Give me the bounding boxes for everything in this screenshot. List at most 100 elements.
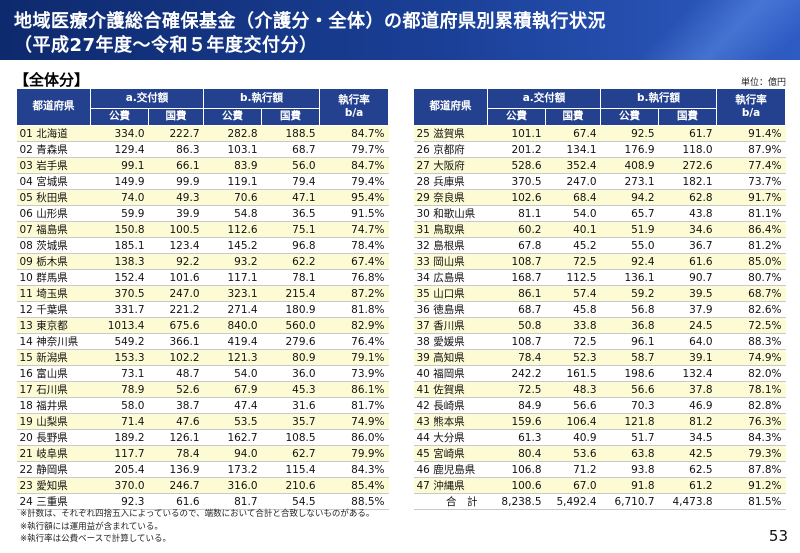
header-rate-line2: b/a [741,107,761,119]
grant-public-cell: 86.1 [487,285,546,302]
table-row: 44 大分県 61.3 40.9 51.7 34.5 84.3% [413,429,786,446]
grant-national-cell: 53.6 [545,445,601,462]
grant-public-cell: 528.6 [487,157,546,174]
header-grant-national: 国費 [544,108,602,126]
header-executed-public: 公費 [203,108,263,126]
prefecture-cell: 41 佐賀県 [413,381,488,398]
grant-public-cell: 129.4 [90,141,149,158]
table-row: 04 宮城県 149.9 99.9 119.1 79.4 79.4% [16,173,389,190]
executed-national-cell: 64.0 [658,333,717,350]
executed-national-cell: 36.5 [261,205,320,222]
executed-public-cell: 121.8 [600,413,659,430]
grant-national-cell: 52.6 [148,381,204,398]
prefecture-cell: 03 岩手県 [16,157,91,174]
grant-national-cell: 101.6 [148,269,204,286]
table-row: 20 長野県 189.2 126.1 162.7 108.5 86.0% [16,429,389,446]
grant-national-cell: 102.2 [148,349,204,366]
grant-national-cell: 33.8 [545,317,601,334]
prefecture-cell: 12 千葉県 [16,301,91,318]
grant-public-cell: 73.1 [90,365,149,382]
grant-national-cell: 92.2 [148,253,204,270]
executed-national-cell: 188.5 [261,125,320,142]
footnotes: ※計数は、それぞれ四捨五入によっているので、端数において合計と合致しないものがあ… [20,508,374,546]
executed-public-cell: 323.1 [203,285,262,302]
header-executed-public: 公費 [600,108,660,126]
table-row: 01 北海道 334.0 222.7 282.8 188.5 84.7% [16,125,389,142]
table-row: 23 愛知県 370.0 246.7 316.0 210.6 85.4% [16,477,389,494]
grant-national-cell: 134.1 [545,141,601,158]
table-row: 14 神奈川県 549.2 366.1 419.4 279.6 76.4% [16,333,389,350]
table-row: 27 大阪府 528.6 352.4 408.9 272.6 77.4% [413,157,786,174]
executed-national-cell: 45.3 [261,381,320,398]
table-row: 36 徳島県 68.7 45.8 56.8 37.9 82.6% [413,301,786,318]
table-row: 41 佐賀県 72.5 48.3 56.6 37.8 78.1% [413,381,786,398]
grant-national-cell: 222.7 [148,125,204,142]
grant-national-cell: 106.4 [545,413,601,430]
table-row: 21 岐阜県 117.7 78.4 94.0 62.7 79.9% [16,445,389,462]
executed-public-cell: 67.9 [203,381,262,398]
table-row: 19 山梨県 71.4 47.6 53.5 35.7 74.9% [16,413,389,430]
grant-public-cell: 59.9 [90,205,149,222]
executed-public-cell: 59.2 [600,285,659,302]
prefecture-cell: 34 広島県 [413,269,488,286]
executed-public-cell: 65.7 [600,205,659,222]
rate-cell: 82.0% [716,365,786,382]
prefecture-table-right: 都道府県 a.交付額 b.執行額 執行率 b/a 公費 国費 公費 国費 25 … [413,88,787,510]
prefecture-cell: 26 京都府 [413,141,488,158]
grant-public-cell: 71.4 [90,413,149,430]
rate-cell: 86.4% [716,221,786,238]
grant-public-cell: 50.8 [487,317,546,334]
rate-cell: 84.3% [716,429,786,446]
grant-national-cell: 48.3 [545,381,601,398]
grant-national-cell: 366.1 [148,333,204,350]
executed-national-cell: 96.8 [261,237,320,254]
prefecture-cell: 38 愛媛県 [413,333,488,350]
executed-public-cell: 136.1 [600,269,659,286]
table-row: 08 茨城県 185.1 123.4 145.2 96.8 78.4% [16,237,389,254]
grant-public-cell: 74.0 [90,189,149,206]
prefecture-cell: 07 福島県 [16,221,91,238]
executed-public-cell: 53.5 [203,413,262,430]
prefecture-cell: 06 山形県 [16,205,91,222]
prefecture-cell: 47 沖縄県 [413,477,488,494]
grant-public-cell: 549.2 [90,333,149,350]
executed-public-cell: 282.8 [203,125,262,142]
section-label: 【全体分】 [14,71,90,89]
prefecture-cell: 31 鳥取県 [413,221,488,238]
table-row: 28 兵庫県 370.5 247.0 273.1 182.1 73.7% [413,173,786,190]
rate-cell: 78.1% [716,381,786,398]
rate-cell: 79.9% [319,445,389,462]
rate-cell: 80.7% [716,269,786,286]
header-executed: b.執行額 [600,88,718,109]
prefecture-cell: 04 宮城県 [16,173,91,190]
executed-public-cell: 96.1 [600,333,659,350]
rate-cell: 88.3% [716,333,786,350]
table-row: 25 滋賀県 101.1 67.4 92.5 61.7 91.4% [413,125,786,142]
prefecture-cell: 20 長野県 [16,429,91,446]
rate-cell: 82.8% [716,397,786,414]
header-rate-line1: 執行率 [338,93,370,106]
prefecture-cell: 42 長崎県 [413,397,488,414]
table-row: 13 東京都 1013.4 675.6 840.0 560.0 82.9% [16,317,389,334]
rate-cell: 81.1% [716,205,786,222]
executed-public-cell: 54.0 [203,365,262,382]
executed-national-cell: 62.7 [261,445,320,462]
prefecture-cell: 32 島根県 [413,237,488,254]
rate-cell: 68.7% [716,285,786,302]
executed-public-cell: 56.6 [600,381,659,398]
table-row: 37 香川県 50.8 33.8 36.8 24.5 72.5% [413,317,786,334]
grant-public-cell: 205.4 [90,461,149,478]
executed-national-cell: 62.2 [261,253,320,270]
executed-national-cell: 34.6 [658,221,717,238]
table-row: 34 広島県 168.7 112.5 136.1 90.7 80.7% [413,269,786,286]
prefecture-cell: 02 青森県 [16,141,91,158]
executed-public-cell: 51.7 [600,429,659,446]
prefecture-cell: 30 和歌山県 [413,205,488,222]
table-row: 22 静岡県 205.4 136.9 173.2 115.4 84.3% [16,461,389,478]
table-row: 39 高知県 78.4 52.3 58.7 39.1 74.9% [413,349,786,366]
prefecture-cell: 24 三重県 [16,493,91,510]
executed-public-cell: 51.9 [600,221,659,238]
prefecture-cell: 05 秋田県 [16,189,91,206]
rate-cell: 67.4% [319,253,389,270]
grant-national-cell: 54.0 [545,205,601,222]
